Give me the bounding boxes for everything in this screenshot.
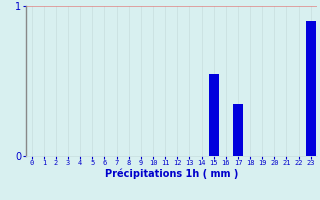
Bar bbox=[209, 73, 219, 156]
X-axis label: Précipitations 1h ( mm ): Précipitations 1h ( mm ) bbox=[105, 169, 238, 179]
Bar bbox=[233, 104, 243, 156]
Bar bbox=[306, 21, 316, 156]
